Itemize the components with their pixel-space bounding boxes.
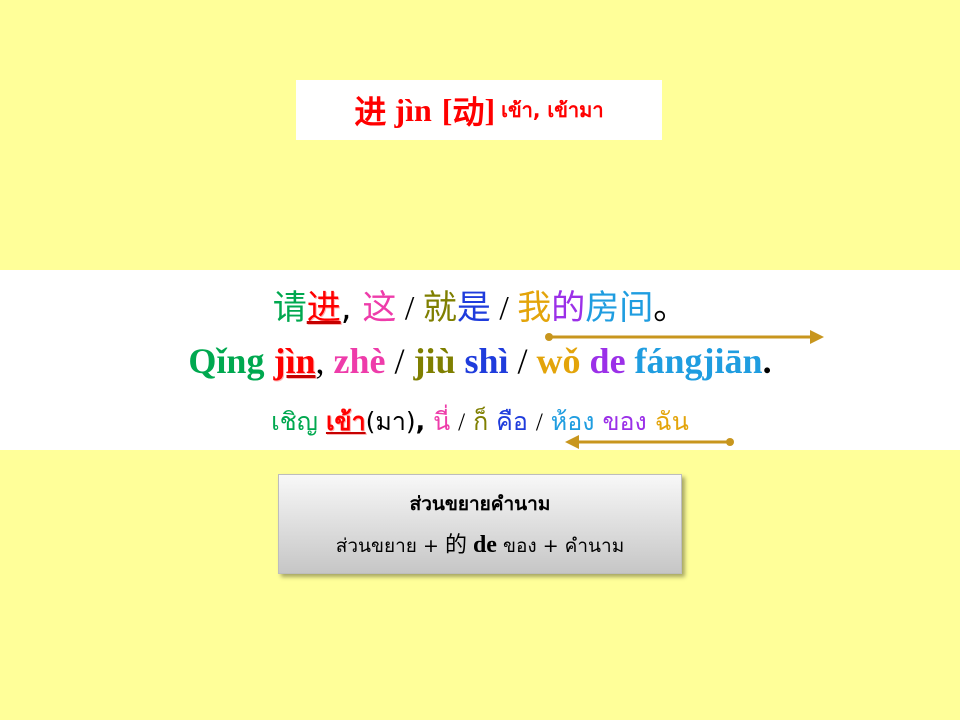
thai-khao: เข้า xyxy=(325,407,366,436)
hanzi-comma: , xyxy=(340,288,363,328)
hanzi-period: 。 xyxy=(653,288,688,328)
title-pos-close: ] xyxy=(484,91,496,128)
thai-khue: คือ xyxy=(496,407,528,436)
title-pos: 动 xyxy=(452,94,485,130)
hanzi-qing: 请 xyxy=(272,288,307,328)
note-hanzi: 的 xyxy=(444,533,467,558)
hanzi-jin: 进 xyxy=(306,288,341,328)
pinyin-slash-2: / xyxy=(517,341,528,381)
pinyin-de: de xyxy=(589,341,626,381)
sentence-band xyxy=(0,270,960,450)
pinyin-jiu: jiù xyxy=(413,341,456,381)
title-pinyin: jìn xyxy=(394,91,432,128)
hanzi-fangjian: 房间 xyxy=(585,288,654,328)
thai-slash-2: / xyxy=(535,409,543,436)
thai-slash-1: / xyxy=(458,409,466,436)
note-part1: ส่วนขยาย + xyxy=(335,535,445,557)
sentence-hanzi-line: 请进, 这 / 就是 / 我的房间。 xyxy=(0,280,960,329)
title-thai: เข้า, เข้ามา xyxy=(501,98,604,122)
sentence-thai-line: เชิญ เข้า(มา), นี่ / ก็ คือ / ห้อง ของ ฉ… xyxy=(0,402,960,442)
title-box: 进 jìn [ 动 ] เข้า, เข้ามา xyxy=(296,80,662,140)
note-part2: ของ + คำนาม xyxy=(496,535,625,557)
pinyin-shi: shì xyxy=(464,341,509,381)
thai-ko: ก็ xyxy=(473,407,489,436)
note-title: ส่วนขยายคำนาม xyxy=(409,493,551,515)
pinyin-jin: jìn xyxy=(273,341,316,381)
pinyin-zhe: zhè xyxy=(333,341,386,381)
title-pos-open: [ xyxy=(441,91,453,128)
note-pinyin: de xyxy=(466,532,497,558)
hanzi-shi: 是 xyxy=(456,288,491,328)
left-arrow-icon xyxy=(565,435,734,449)
thai-khong: ของ xyxy=(602,407,647,436)
hanzi-slash-1: / xyxy=(396,290,423,327)
right-arrow-icon xyxy=(545,330,824,344)
pinyin-period: . xyxy=(762,341,772,381)
hanzi-slash-2: / xyxy=(490,290,518,327)
thai-chan: ฉัน xyxy=(654,407,689,436)
pinyin-qing: Qǐng xyxy=(188,341,265,381)
sentence-pinyin-line: Qǐng jìn, zhè / jiù shì / wǒ de fángjiān… xyxy=(0,340,960,382)
thai-hong: ห้อง xyxy=(550,407,595,436)
thai-comma: , xyxy=(415,407,426,436)
hanzi-wo: 我 xyxy=(517,288,552,328)
hanzi-jiu: 就 xyxy=(422,288,457,328)
pinyin-comma: , xyxy=(315,341,325,381)
thai-choen: เชิญ xyxy=(271,407,318,436)
modifier-note-box: ส่วนขยายคำนาม ส่วนขยาย + 的 de ของ + คำนา… xyxy=(278,474,682,574)
thai-ni: นี่ xyxy=(433,407,451,436)
thai-ma: (มา) xyxy=(365,407,416,436)
pinyin-slash-1: / xyxy=(394,341,405,381)
hanzi-zhe: 这 xyxy=(362,288,397,328)
hanzi-de: 的 xyxy=(551,288,586,328)
pinyin-fangjian: fángjiān xyxy=(634,341,763,381)
pinyin-wo: wǒ xyxy=(536,341,581,381)
note-body: ส่วนขยาย + 的 de ของ + คำนาม xyxy=(279,527,681,561)
title-hanzi: 进 xyxy=(354,94,387,130)
